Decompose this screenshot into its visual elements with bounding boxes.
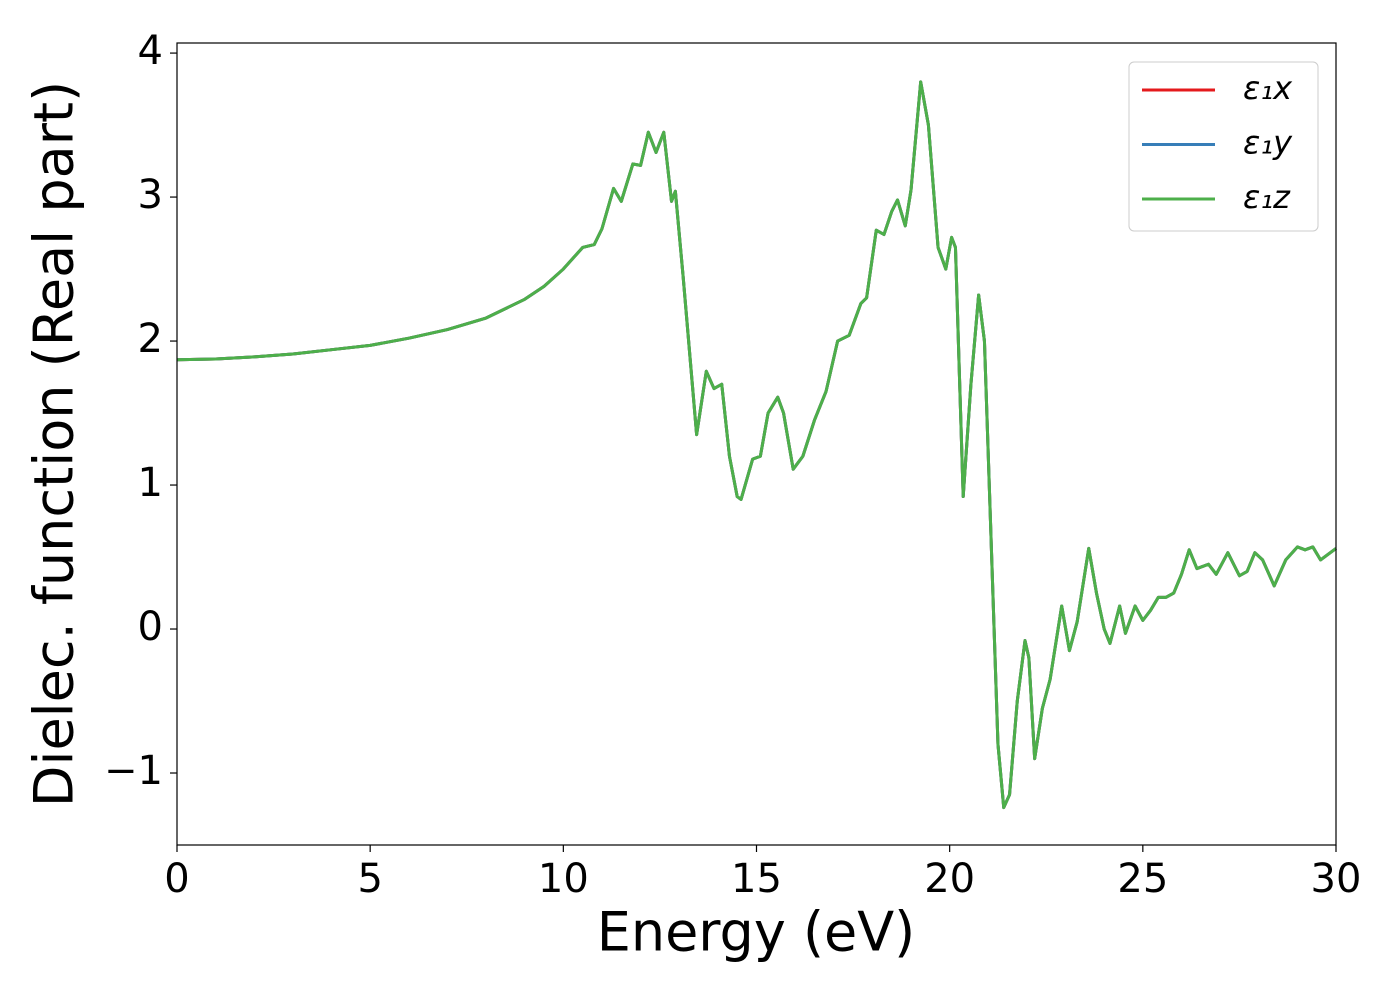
x-tick-label: 25 <box>1117 856 1168 902</box>
y-tick-label: 0 <box>138 604 163 650</box>
y-tick-label: 2 <box>138 316 163 362</box>
y-axis-label: Dielec. function (Real part) <box>23 81 86 807</box>
y-tick-label: 3 <box>138 172 163 218</box>
x-tick-label: 5 <box>357 856 382 902</box>
x-tick-label: 30 <box>1311 856 1362 902</box>
legend-label: ε₁x <box>1243 69 1293 107</box>
series-line <box>176 80 1337 810</box>
x-tick-label: 10 <box>538 856 589 902</box>
x-axis-label: Energy (eV) <box>597 901 916 964</box>
y-tick-label: 4 <box>138 28 163 74</box>
x-tick-label: 15 <box>731 856 782 902</box>
legend-label: ε₁z <box>1243 178 1291 216</box>
legend-label: ε₁y <box>1243 124 1293 162</box>
y-tick-label: 1 <box>138 460 163 506</box>
y-tick-label: −1 <box>104 748 163 794</box>
x-tick-label: 0 <box>164 856 189 902</box>
plot-frame <box>176 42 1337 846</box>
x-tick-label: 20 <box>924 856 975 902</box>
legend-box <box>1128 61 1319 232</box>
